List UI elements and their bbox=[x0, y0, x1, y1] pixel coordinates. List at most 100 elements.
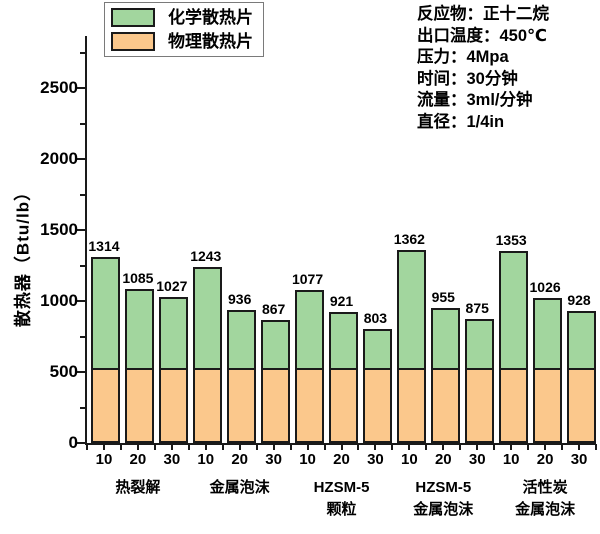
physical-segment bbox=[127, 367, 153, 441]
y-major-tick bbox=[77, 229, 85, 232]
y-major-tick bbox=[77, 87, 85, 90]
stacked-bar bbox=[193, 266, 223, 443]
x-tick bbox=[595, 444, 597, 450]
x-sublabel: 30 bbox=[570, 451, 588, 468]
y-tick-label: 2500 bbox=[40, 78, 78, 98]
y-major-tick bbox=[77, 158, 85, 161]
stacked-bar bbox=[227, 310, 257, 443]
physical-segment bbox=[161, 367, 187, 441]
condition-line: 压力：4Mpa bbox=[417, 48, 509, 66]
x-tick bbox=[374, 444, 377, 450]
stacked-bar bbox=[532, 297, 562, 443]
x-tick bbox=[527, 444, 530, 450]
stacked-bar bbox=[464, 318, 494, 443]
x-tick bbox=[255, 444, 258, 450]
x-group-label: HZSM-5 金属泡沫 bbox=[413, 479, 474, 518]
y-minor-tick bbox=[80, 193, 85, 196]
legend-item: 化学散热片 bbox=[111, 7, 253, 28]
x-group-label: HZSM-5 颗粒 bbox=[313, 479, 370, 518]
stacked-bar bbox=[430, 307, 460, 443]
bar-value-label: 955 bbox=[431, 288, 455, 305]
x-tick bbox=[238, 444, 241, 450]
x-sublabel: 10 bbox=[299, 451, 316, 468]
x-tick bbox=[544, 444, 547, 450]
physical-segment bbox=[364, 367, 390, 441]
x-tick bbox=[170, 444, 173, 450]
stacked-bar bbox=[125, 289, 155, 443]
stacked-bar bbox=[396, 249, 426, 443]
bar-value-label: 1085 bbox=[122, 270, 154, 287]
plot-area bbox=[85, 36, 596, 445]
x-tick bbox=[510, 444, 513, 450]
x-tick bbox=[153, 444, 156, 450]
x-sublabel: 30 bbox=[163, 451, 181, 468]
x-tick bbox=[493, 444, 496, 450]
x-tick bbox=[425, 444, 428, 450]
bar-value-label: 1314 bbox=[88, 237, 120, 254]
bar-value-label: 803 bbox=[363, 310, 388, 327]
x-sublabel: 30 bbox=[367, 451, 384, 468]
legend-label: 物理散热片 bbox=[168, 32, 253, 51]
physical-segment bbox=[466, 367, 492, 441]
x-tick bbox=[578, 444, 581, 450]
bar-value-label: 936 bbox=[228, 291, 252, 308]
physical-segment bbox=[263, 367, 289, 441]
physical-segment bbox=[500, 367, 526, 441]
x-group-label: 热裂解 bbox=[115, 479, 161, 496]
stacked-bar bbox=[566, 311, 596, 443]
x-tick bbox=[119, 444, 122, 450]
legend: 化学散热片物理散热片 bbox=[104, 2, 264, 57]
physical-segment bbox=[195, 367, 221, 441]
physical-segment bbox=[568, 367, 594, 441]
y-tick-label: 2000 bbox=[40, 149, 78, 169]
x-tick bbox=[221, 444, 224, 450]
bar-value-label: 1362 bbox=[393, 230, 425, 247]
x-tick bbox=[136, 444, 139, 450]
x-tick bbox=[476, 444, 479, 450]
bar-value-label: 875 bbox=[465, 299, 489, 316]
y-tick-label: 1500 bbox=[40, 220, 78, 240]
legend-swatch bbox=[111, 8, 155, 27]
x-sublabel: 30 bbox=[265, 451, 282, 468]
bar-value-label: 867 bbox=[261, 301, 286, 318]
condition-line: 反应物：正十二烷 bbox=[417, 5, 549, 23]
x-group-label: 金属泡沫 bbox=[209, 479, 270, 496]
y-major-tick bbox=[77, 442, 85, 444]
bar-value-label: 928 bbox=[567, 292, 591, 309]
x-tick bbox=[187, 444, 190, 450]
y-tick-label: 1000 bbox=[40, 291, 78, 311]
x-tick bbox=[272, 444, 275, 450]
bar-value-label: 1027 bbox=[156, 278, 188, 295]
bar-value-label: 921 bbox=[329, 293, 354, 310]
x-tick bbox=[459, 444, 462, 450]
x-sublabel: 20 bbox=[231, 451, 249, 468]
legend-swatch bbox=[111, 32, 155, 51]
bar-value-label: 1077 bbox=[291, 271, 324, 288]
physical-segment bbox=[93, 367, 119, 441]
stacked-bar bbox=[329, 312, 358, 443]
physical-segment bbox=[398, 367, 424, 441]
stacked-bar bbox=[498, 251, 528, 443]
x-group-label: 活性炭 金属泡沫 bbox=[515, 479, 576, 518]
y-minor-tick bbox=[80, 406, 85, 409]
x-tick bbox=[306, 444, 309, 450]
condition-line: 出口温度：450℃ bbox=[417, 26, 548, 45]
bar-value-label: 1243 bbox=[190, 247, 222, 264]
y-major-tick bbox=[77, 300, 85, 303]
y-minor-tick bbox=[80, 122, 85, 125]
x-sublabel: 10 bbox=[401, 451, 418, 468]
x-tick bbox=[102, 444, 105, 450]
physical-segment bbox=[331, 367, 356, 441]
x-tick bbox=[204, 444, 207, 450]
y-minor-tick bbox=[80, 335, 85, 338]
x-tick bbox=[86, 444, 88, 450]
stacked-bar bbox=[261, 320, 291, 443]
x-sublabel: 10 bbox=[502, 451, 520, 468]
x-sublabel: 10 bbox=[197, 451, 215, 468]
x-sublabel: 20 bbox=[536, 451, 554, 468]
x-tick bbox=[357, 444, 360, 450]
condition-line: 时间：30分钟 bbox=[417, 69, 518, 88]
condition-line: 流量：3ml/分钟 bbox=[417, 91, 533, 109]
stacked-bar bbox=[362, 329, 392, 443]
